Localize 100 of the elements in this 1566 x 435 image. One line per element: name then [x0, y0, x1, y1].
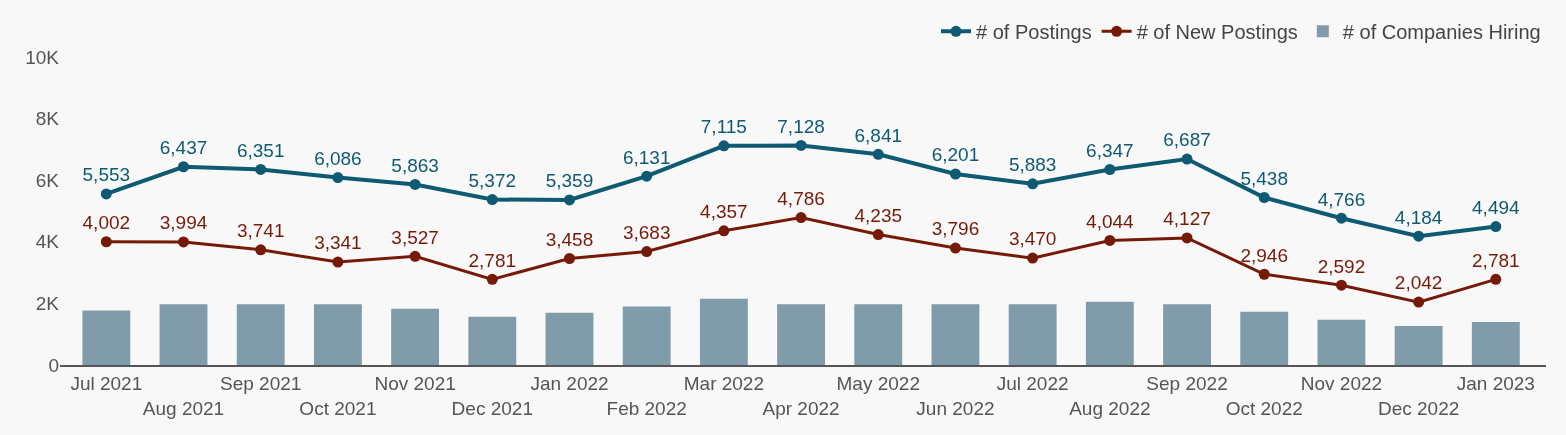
point: [1104, 234, 1116, 246]
point: [332, 256, 344, 268]
point: [872, 229, 884, 241]
data-label: 4,235: [854, 204, 903, 226]
point: [1181, 232, 1193, 244]
point: [718, 140, 730, 152]
x-tick-label: Sep 2021: [220, 372, 302, 394]
data-label: 4,002: [82, 212, 131, 234]
data-label: 3,741: [236, 220, 285, 242]
point: [1181, 153, 1193, 165]
point: [100, 188, 112, 200]
bar: [1317, 319, 1366, 365]
data-label: 3,683: [622, 221, 671, 243]
x-tick-label: Jul 2022: [996, 372, 1069, 394]
point: [563, 194, 575, 206]
point: [1104, 164, 1116, 176]
x-tick-label: Aug 2022: [1069, 397, 1151, 419]
bar: [82, 310, 131, 365]
data-label: 7,115: [700, 116, 747, 138]
x-tick-label: Oct 2021: [299, 397, 377, 419]
x-tick-label: Dec 2021: [451, 397, 533, 419]
point: [949, 168, 961, 180]
data-label: 4,766: [1317, 188, 1366, 210]
point: [641, 246, 653, 258]
data-label: 4,357: [700, 201, 748, 223]
data-label: 2,781: [1472, 249, 1520, 271]
bar: [1085, 301, 1134, 365]
bar: [391, 308, 440, 365]
point: [718, 225, 730, 237]
data-label: 3,527: [391, 226, 439, 248]
x-tick-label: Jan 2022: [530, 372, 609, 394]
y-tick-label: 8K: [35, 108, 60, 130]
data-label: 4,786: [777, 187, 825, 209]
point: [1413, 296, 1425, 308]
bar: [699, 298, 748, 365]
x-tick-label: Feb 2022: [606, 397, 687, 419]
y-tick-label: 10K: [25, 46, 60, 68]
y-tick-label: 6K: [35, 169, 60, 191]
data-label: 6,347: [1086, 139, 1134, 161]
x-tick-label: Aug 2021: [142, 397, 225, 419]
bar: [1240, 311, 1289, 365]
data-label: 4,127: [1163, 208, 1211, 230]
point: [486, 273, 498, 285]
data-label: 2,042: [1394, 272, 1443, 294]
point: [332, 172, 344, 184]
data-label: 5,883: [1008, 154, 1057, 176]
x-tick-label: Nov 2021: [374, 372, 456, 394]
point: [1490, 221, 1502, 233]
legend-label: # of Companies Hiring: [1342, 21, 1541, 44]
x-tick-label: Apr 2022: [762, 397, 840, 419]
point: [178, 161, 190, 173]
data-label: 7,128: [777, 115, 825, 137]
data-label: 2,592: [1317, 255, 1366, 277]
bar: [236, 304, 285, 365]
point: [641, 170, 653, 182]
y-tick-label: 2K: [35, 293, 60, 315]
point: [949, 242, 961, 254]
bar: [1008, 304, 1057, 365]
x-tick-label: Jan 2023: [1456, 372, 1535, 394]
x-tick-label: May 2022: [836, 372, 920, 394]
data-label: 5,863: [391, 154, 439, 176]
point: [1258, 192, 1270, 204]
point: [1258, 268, 1270, 280]
data-label: 3,994: [159, 212, 208, 234]
point: [178, 236, 190, 248]
data-label: 4,494: [1472, 196, 1521, 218]
data-label: 6,437: [159, 137, 208, 159]
data-label: 6,351: [236, 139, 285, 161]
y-tick-label: 0: [48, 354, 59, 376]
data-label: 6,687: [1163, 129, 1211, 151]
x-tick-label: Jul 2021: [70, 372, 143, 394]
data-label: 2,946: [1240, 244, 1289, 266]
point: [1027, 252, 1039, 264]
point: [1490, 273, 1502, 285]
point: [563, 252, 575, 264]
data-label: 6,201: [931, 144, 980, 166]
point: [1335, 279, 1347, 291]
data-label: 5,359: [545, 170, 594, 192]
data-label: 4,044: [1086, 210, 1135, 232]
point: [409, 178, 421, 190]
data-label: 5,372: [468, 169, 517, 191]
point: [1027, 178, 1039, 190]
data-label: 2,781: [468, 249, 517, 271]
point: [795, 212, 807, 224]
data-label: 6,086: [314, 147, 362, 169]
x-tick-label: Sep 2022: [1146, 372, 1228, 394]
data-label: 3,796: [931, 218, 980, 240]
y-tick-label: 4K: [35, 231, 60, 253]
data-label: 5,553: [82, 164, 131, 186]
data-label: 3,341: [314, 232, 362, 254]
bar: [545, 312, 594, 365]
legend-label: # of New Postings: [1136, 21, 1298, 44]
data-label: 3,458: [545, 228, 594, 250]
point: [255, 244, 267, 256]
bar: [313, 304, 362, 365]
point: [795, 139, 807, 151]
x-tick-label: Jun 2022: [916, 397, 995, 419]
point: [872, 148, 884, 160]
bar: [1163, 304, 1211, 365]
data-label: 5,438: [1240, 167, 1289, 189]
